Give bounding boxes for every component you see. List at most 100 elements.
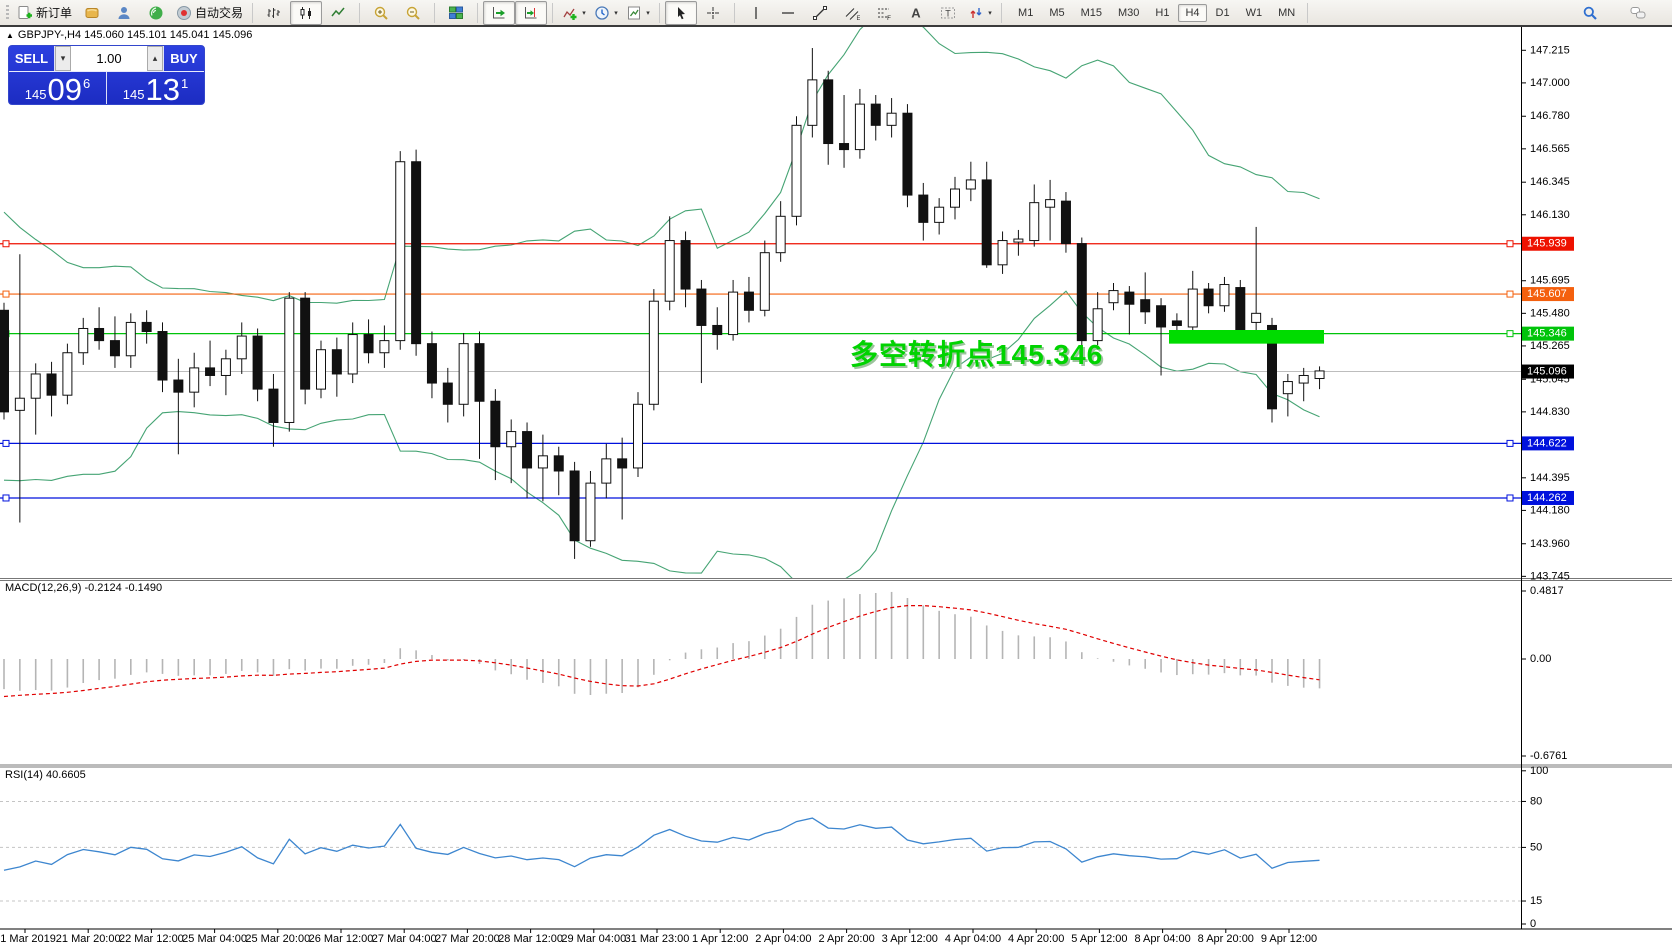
text-label-button[interactable]: T xyxy=(932,1,964,25)
svg-text:147.215: 147.215 xyxy=(1530,44,1570,56)
line-handle[interactable] xyxy=(1506,439,1514,447)
chart-shift-icon xyxy=(525,6,537,18)
bear-candle xyxy=(474,343,485,402)
fibonacci-button[interactable]: F xyxy=(868,1,900,25)
bar-chart-icon xyxy=(267,7,281,18)
profile-icon xyxy=(118,6,130,19)
line-handle[interactable] xyxy=(1506,240,1514,248)
periods-button[interactable]: ▾ xyxy=(590,1,622,25)
price-badge[interactable] xyxy=(1522,490,1574,505)
bear-candle xyxy=(839,143,850,151)
price-badge[interactable] xyxy=(1522,326,1574,341)
price-badge[interactable] xyxy=(1522,364,1574,379)
timeframe-d1[interactable]: D1 xyxy=(1215,6,1230,19)
price-axis[interactable]: 147.215 147.000 146.780 146.565 146.345 146.1… xyxy=(1521,44,1570,930)
pivot-annotation-text[interactable]: 多空转折点145.346 xyxy=(850,339,1104,370)
dropdown-arrow-icon[interactable]: ▾ xyxy=(582,9,586,17)
volume-input[interactable]: 1.00 xyxy=(71,46,147,71)
line-handle[interactable] xyxy=(2,439,10,447)
bear-candle xyxy=(426,343,437,384)
search-button[interactable] xyxy=(1574,1,1606,25)
svg-text:80: 80 xyxy=(1530,795,1542,807)
line-handle[interactable] xyxy=(1506,330,1514,338)
svg-text:145.480: 145.480 xyxy=(1530,307,1570,319)
line-chart-button[interactable] xyxy=(322,1,354,25)
bull-candle xyxy=(1092,308,1103,342)
sell-button[interactable]: SELL xyxy=(9,46,55,71)
tile-windows-button[interactable] xyxy=(440,1,472,25)
timeframe-m1[interactable]: M1 xyxy=(1018,6,1034,19)
profile-button[interactable] xyxy=(108,1,140,25)
bull-candle xyxy=(791,124,802,217)
new-chart-button[interactable] xyxy=(76,1,108,25)
bull-candle xyxy=(1045,199,1056,208)
svg-text:27 Mar 20:00: 27 Mar 20:00 xyxy=(435,933,500,945)
bull-candle xyxy=(759,252,770,311)
chart-canvas[interactable]: 147.215 147.000 146.780 146.565 146.345 146.1… xyxy=(0,27,1672,947)
toolbar-separator xyxy=(1307,2,1309,23)
templates-button[interactable]: ▾ xyxy=(622,1,654,25)
bull-candle xyxy=(78,327,89,354)
indicators-icon xyxy=(563,8,577,20)
dropdown-arrow-icon[interactable]: ▾ xyxy=(614,9,618,17)
bull-candle xyxy=(284,297,295,423)
arrows-button[interactable]: ▾ xyxy=(964,1,996,25)
new-order-button[interactable]: 新订单 xyxy=(13,1,76,25)
bull-candle xyxy=(316,349,326,390)
bull-candle xyxy=(934,206,945,223)
volume-down-button[interactable]: ▾ xyxy=(55,46,71,71)
timeframe-m15[interactable]: M15 xyxy=(1080,6,1102,19)
buy-price[interactable]: 145 13 1 xyxy=(107,72,204,104)
horizontal-line-button[interactable] xyxy=(772,1,804,25)
candle-chart-button[interactable] xyxy=(290,0,323,25)
bear-candle xyxy=(300,297,311,390)
sell-price-sup: 6 xyxy=(82,76,91,91)
bull-candle xyxy=(664,240,675,302)
timeframe-m30[interactable]: M30 xyxy=(1118,6,1140,19)
timeframe-w1[interactable]: W1 xyxy=(1245,6,1263,19)
price-badge[interactable] xyxy=(1522,236,1574,251)
dropdown-arrow-icon[interactable]: ▾ xyxy=(646,9,650,17)
volume-up-button[interactable]: ▴ xyxy=(147,46,163,71)
timeframe-mn[interactable]: MN xyxy=(1278,6,1296,19)
svg-text:25 Mar 04:00: 25 Mar 04:00 xyxy=(182,933,247,945)
zoom-in-button[interactable] xyxy=(365,1,397,25)
equidistant-channel-button[interactable]: E xyxy=(836,1,868,25)
timeframe-m5[interactable]: M5 xyxy=(1049,6,1065,19)
trend-line-button[interactable] xyxy=(804,1,836,25)
toolbar-separator xyxy=(359,2,361,23)
chart-shift-button[interactable] xyxy=(515,0,548,25)
auto-scroll-button[interactable] xyxy=(483,0,516,25)
price-badge[interactable] xyxy=(1522,436,1574,451)
line-handle[interactable] xyxy=(2,290,10,298)
price-badge[interactable] xyxy=(1522,287,1574,302)
vertical-line-button[interactable] xyxy=(740,1,772,25)
signal-button[interactable] xyxy=(140,1,172,25)
dropdown-arrow-icon[interactable]: ▾ xyxy=(988,9,992,17)
svg-text:145.096: 145.096 xyxy=(1527,366,1567,378)
timeframe-h4[interactable]: H4 xyxy=(1178,3,1207,22)
line-handle[interactable] xyxy=(1506,494,1514,502)
indicators-button[interactable]: ▾ xyxy=(558,1,590,25)
bull-candle xyxy=(1282,381,1293,395)
svg-text:5 Apr 12:00: 5 Apr 12:00 xyxy=(1071,933,1127,945)
line-handle[interactable] xyxy=(2,494,10,502)
buy-button[interactable]: BUY xyxy=(163,46,204,71)
bar-chart-button[interactable] xyxy=(258,1,290,25)
price-badges[interactable]: 145.939 145.607 145.346 144.622 144.262 145.0… xyxy=(1522,236,1574,505)
bear-candle xyxy=(205,367,216,376)
line-handle[interactable] xyxy=(2,240,10,248)
line-handle[interactable] xyxy=(1506,290,1514,298)
timeframe-h1[interactable]: H1 xyxy=(1155,6,1170,19)
bear-candle xyxy=(743,291,754,311)
cursor-button[interactable] xyxy=(665,0,698,25)
vertical-line-icon xyxy=(755,6,757,19)
zoom-out-button[interactable] xyxy=(397,1,429,25)
text-button[interactable]: A xyxy=(900,1,932,25)
crosshair-button[interactable] xyxy=(697,1,729,25)
sell-price[interactable]: 145 09 6 xyxy=(9,72,107,104)
auto-trading-button[interactable]: 自动交易 xyxy=(172,1,247,25)
pivot-highlight-rect[interactable] xyxy=(1169,330,1324,344)
chat-button[interactable] xyxy=(1622,1,1654,25)
